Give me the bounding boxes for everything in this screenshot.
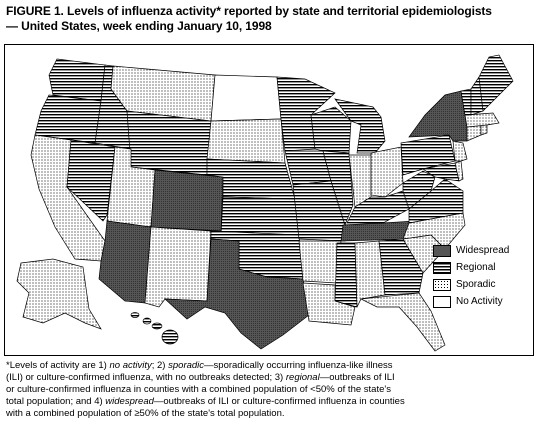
footnote-text: —outbreaks of ILI	[319, 372, 395, 383]
legend-item-regional: Regional	[433, 260, 529, 275]
state-massachusetts	[464, 112, 500, 128]
state-hawaii	[130, 312, 179, 345]
legend-item-widespread: Widespread	[433, 243, 529, 258]
state-south-dakota	[206, 118, 286, 164]
footnote-line-2: (ILI) or culture-confirmed influenza, wi…	[6, 372, 534, 384]
state-georgia	[378, 238, 424, 296]
state-new-york	[408, 90, 468, 142]
state-north-dakota	[210, 74, 282, 122]
state-florida	[359, 292, 446, 352]
map-legend: Widespread Regional Sporadic No Activity	[433, 243, 529, 311]
title-line-2: — United States, week ending January 10,…	[6, 19, 272, 33]
state-alaska	[16, 258, 102, 330]
footnote-text: —sporadically occurring influenza-like i…	[204, 360, 393, 371]
state-mississippi	[334, 242, 358, 308]
map-frame: Widespread Regional Sporadic No Activity	[4, 44, 534, 356]
state-new-jersey	[452, 140, 468, 162]
state-ohio	[370, 146, 404, 198]
state-maryland	[422, 162, 460, 182]
footnote-text: ; 2)	[151, 360, 169, 371]
figure-title: FIGURE 1. Levels of influenza activity* …	[6, 4, 534, 34]
legend-item-sporadic: Sporadic	[433, 277, 529, 292]
state-arizona	[98, 220, 152, 304]
footnote-term-sporadic: sporadic	[168, 360, 205, 371]
legend-item-no-activity: No Activity	[433, 294, 529, 309]
footnote-line-4: total population; and 4) widespread—outb…	[6, 396, 534, 408]
state-west-virginia	[402, 170, 436, 210]
footnote-term-no-activity: no activity	[109, 360, 152, 371]
legend-label-regional: Regional	[456, 261, 496, 273]
state-kansas	[220, 196, 300, 238]
legend-swatch-no-activity	[433, 295, 451, 308]
state-nevada	[66, 139, 116, 222]
footnote-term-regional: regional	[285, 372, 320, 383]
state-arkansas	[298, 240, 342, 284]
footnote: *Levels of activity are 1) no activity; …	[6, 360, 534, 420]
legend-label-sporadic: Sporadic	[456, 278, 496, 290]
state-wyoming	[126, 110, 212, 176]
state-wisconsin	[310, 106, 352, 154]
state-maine	[478, 54, 514, 112]
footnote-text: total population; and 4)	[6, 396, 106, 407]
state-rhode-island	[480, 124, 488, 136]
footnote-line-5: with a combined population of ≥50% of th…	[6, 408, 285, 419]
legend-swatch-regional	[433, 261, 451, 274]
footnote-line-3: or culture-confirmed influenza in counti…	[6, 384, 391, 395]
legend-swatch-sporadic	[433, 278, 451, 291]
title-line-1: FIGURE 1. Levels of influenza activity* …	[6, 4, 492, 18]
state-kentucky	[346, 190, 410, 224]
footnote-text: (ILI) or culture-confirmed influenza, wi…	[6, 372, 286, 383]
state-illinois	[322, 150, 354, 227]
footnote-term-widespread: widespread	[105, 396, 154, 407]
state-oregon	[34, 94, 102, 144]
state-connecticut	[466, 124, 482, 142]
state-alabama	[354, 240, 386, 308]
state-washington	[48, 58, 106, 102]
state-pennsylvania	[400, 134, 456, 176]
legend-label-no-activity: No Activity	[456, 295, 503, 307]
state-texas	[164, 238, 310, 350]
legend-swatch-widespread	[433, 244, 451, 257]
footnote-line-1: *Levels of activity are 1) no activity; …	[6, 360, 534, 372]
us-influenza-map	[16, 54, 514, 352]
legend-label-widespread: Widespread	[456, 244, 510, 256]
state-colorado	[150, 169, 224, 232]
state-delaware	[454, 160, 464, 182]
state-louisiana	[302, 282, 356, 326]
footnote-text: —outbreaks of ILI or culture-confirmed i…	[153, 396, 405, 407]
footnote-text: *Levels of activity are 1)	[6, 360, 110, 371]
state-new-mexico	[144, 226, 212, 308]
